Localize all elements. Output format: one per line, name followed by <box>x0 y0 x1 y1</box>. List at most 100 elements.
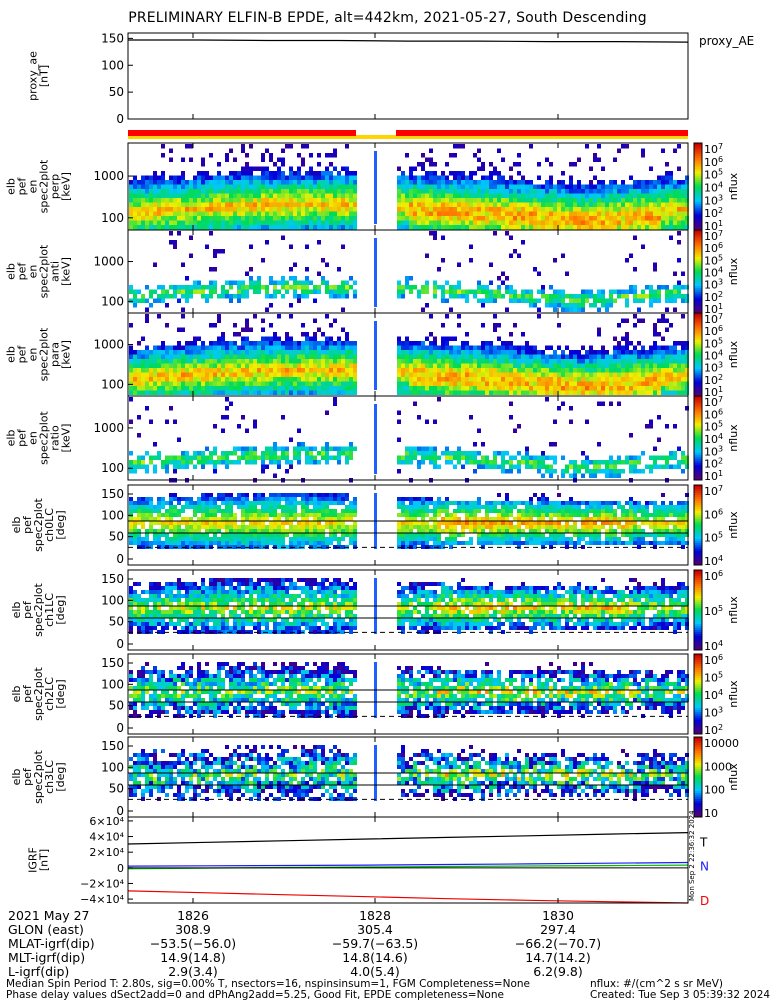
panel-pef_ch2LC-ytick-1: 100 <box>101 677 124 691</box>
panel-pef_ch1LC-ytick-2: 50 <box>109 615 124 629</box>
panel-pef_en_anti-spike <box>374 238 377 307</box>
panel-pef_ch3LC-ylabel-line-4: [deg] <box>54 762 67 791</box>
panel-pef_ch1LC-ytick-0: 150 <box>101 572 124 586</box>
panel-igrf-ytick-4: −2×10⁴ <box>80 877 124 890</box>
panel-pef_ch3LC-colorbar-tick-2: 100 <box>704 784 725 797</box>
panel-pef_en_perp-colorbar-label: nflux <box>727 172 740 200</box>
panel-pef_ch0LC-colorbar-label: nflux <box>727 511 740 539</box>
panel-pef_en_perp-spike <box>374 151 377 224</box>
panel-proxy_ae-frame <box>128 33 688 119</box>
x-tick-label-1830: 1830 <box>542 908 574 923</box>
panel-pef_ch0LC-ytick-0: 150 <box>101 487 124 501</box>
panel-pef_ch3LC-ytick-2: 50 <box>109 782 124 796</box>
panel-pef_ch2LC-colorbar-tick-3: 103 <box>704 706 723 720</box>
panel-pef_ch3LC-colorbar-label: nflux <box>727 763 740 791</box>
panel-igrf-frame <box>128 817 688 903</box>
state-bar-red-1 <box>128 130 356 136</box>
panel-pef_ch0LC-colorbar-tick-0: 107 <box>704 484 723 498</box>
panel-pef_ch2LC-colorbar-tick-1: 105 <box>704 671 723 685</box>
panel-pef_ch0LC-ytick-3: 0 <box>116 552 124 566</box>
panel-pef_en_para-ylabel-line-5: [keV] <box>60 340 73 369</box>
ephem-mlt-1: 14.9(14.8) <box>160 950 225 965</box>
panel-pef_ch2LC-colorbar-tick-4: 102 <box>704 723 723 737</box>
panel-igrf-ytick-2: 2×10⁴ <box>89 846 124 859</box>
state-bar-red-2 <box>396 130 688 136</box>
panel-pef_ch2LC-colorbar-tick-0: 106 <box>704 653 723 667</box>
panel-pef_en_perp-cells <box>129 144 689 230</box>
ephem-mlat-3: −66.2(−70.7) <box>515 936 601 951</box>
panel-pef_ch2LC-ylabel-line-4: [deg] <box>54 679 67 708</box>
panel-pef_ch0LC-colorbar-tick-2: 105 <box>704 531 723 545</box>
ephem-glon-3: 297.4 <box>540 922 576 937</box>
panel-igrf-legend-n: N <box>700 860 709 874</box>
panel-igrf-ytick-5: −4×10⁴ <box>80 893 124 906</box>
panel-pef_en_para-spike <box>374 321 377 390</box>
x-tick-label-1826: 1826 <box>177 908 209 923</box>
ephem-glon-2: 305.4 <box>357 922 393 937</box>
ephem-label-mlat: MLAT-igrf(dip) <box>8 936 95 951</box>
panel-pef_ch3LC-colorbar-tick-0: 10000 <box>704 737 739 750</box>
panel-pef_en_perp-ytick-1: 100 <box>101 211 124 225</box>
panel-pef_en_anti-ytick-0: 1000 <box>93 255 124 269</box>
x-tick-label-1828: 1828 <box>359 908 391 923</box>
panel-pef_ch0LC-colorbar-tick-3: 104 <box>704 554 723 568</box>
ephem-label-glon: GLON (east) <box>8 922 84 937</box>
panel-pef_en_perp-ylabel-line-5: [keV] <box>60 172 73 201</box>
panel-proxy_ae-ytick-2: 50 <box>109 85 124 99</box>
panel-pef_ch1LC-ytick-1: 100 <box>101 593 124 607</box>
panel-pef_ch2LC-ytick-2: 50 <box>109 699 124 713</box>
panel-pef_ch2LC-ytick-0: 150 <box>101 656 124 670</box>
panel-igrf-legend-d: D <box>700 894 709 908</box>
panel-pef_en_para-colorbar-label: nflux <box>727 340 740 368</box>
panel-igrf-series-3 <box>128 891 688 903</box>
panel-igrf-ytick-0: 6×10⁴ <box>89 815 124 828</box>
panel-pef_en_para-cells <box>129 314 689 395</box>
panel-pef_en_ratio-ytick-0: 1000 <box>93 421 124 435</box>
panel-proxy_ae-ytick-3: 0 <box>116 112 124 126</box>
panel-pef_ch0LC-colorbar-tick-1: 106 <box>704 507 723 521</box>
panel-pef_en_anti-colorbar-label: nflux <box>727 257 740 285</box>
panel-pef_en_anti-ytick-1: 100 <box>101 294 124 308</box>
panel-proxy_ae-ytick-0: 150 <box>101 31 124 45</box>
panel-pef_en_ratio-colorbar-tick-6: 101 <box>704 469 723 483</box>
footer-line-2: Phase delay values dSect2add=0 and dPhAn… <box>6 989 504 1001</box>
panel-pef_en_ratio-ytick-1: 100 <box>101 461 124 475</box>
panel-pef_ch3LC-colorbar-tick-3: 10 <box>704 807 718 820</box>
panel-pef_en_para-ytick-0: 1000 <box>93 338 124 352</box>
panel-igrf-series-0 <box>128 833 688 844</box>
ephem-l-3: 6.2(9.8) <box>533 964 583 979</box>
panel-igrf-stamp: Mon Sep 2 22:36:32 2024 <box>688 810 696 901</box>
panel-pef_ch3LC-ytick-0: 150 <box>101 739 124 753</box>
panel-pef_en_ratio-cells <box>129 397 689 483</box>
panel-pef_en_para-ytick-1: 100 <box>101 377 124 391</box>
ephem-label-mlt: MLT-igrf(dip) <box>8 950 85 965</box>
ephem-label-l: L-igrf(dip) <box>8 964 69 979</box>
panel-pef_en_ratio-frame <box>128 396 688 480</box>
panel-pef_en_ratio-colorbar-label: nflux <box>727 424 740 452</box>
panel-pef_ch0LC-ytick-2: 50 <box>109 530 124 544</box>
panel-proxy_ae-ytick-1: 100 <box>101 58 124 72</box>
panel-pef_en_ratio-ylabel-line-5: [keV] <box>60 424 73 453</box>
panel-pef_ch1LC-colorbar-tick-2: 104 <box>704 639 723 653</box>
state-bar-yellow-strip <box>128 136 688 139</box>
panel-pef_ch2LC-colorbar-label: nflux <box>727 680 740 708</box>
panel-pef_ch2LC-colorbar-tick-2: 104 <box>704 688 723 702</box>
state-bar <box>128 130 688 139</box>
ephem-l-2: 4.0(5.4) <box>350 964 400 979</box>
ephem-mlat-1: −53.5(−56.0) <box>150 936 236 951</box>
panel-pef_ch1LC-ylabel-line-4: [deg] <box>54 595 67 624</box>
panel-igrf-legend-t: T <box>699 836 708 850</box>
panel-pef_ch1LC-colorbar-tick-1: 105 <box>704 604 723 618</box>
ephem-glon-1: 308.9 <box>175 922 211 937</box>
ephem-mlt-3: 14.7(14.2) <box>525 950 590 965</box>
panel-igrf-ytick-3: 0 <box>117 862 124 875</box>
panel-proxy_ae-series-0 <box>128 40 688 42</box>
panel-proxy_ae-right-label: proxy_AE <box>699 34 754 48</box>
ephemeris-date: 2021 May 27 <box>8 908 90 923</box>
panel-pef_ch0LC-ylabel-line-4: [deg] <box>54 510 67 539</box>
panel-pef_ch2LC-ytick-3: 0 <box>116 721 124 735</box>
panel-igrf-ytick-1: 4×10⁴ <box>89 831 124 844</box>
panel-pef_ch1LC-colorbar-label: nflux <box>727 596 740 624</box>
